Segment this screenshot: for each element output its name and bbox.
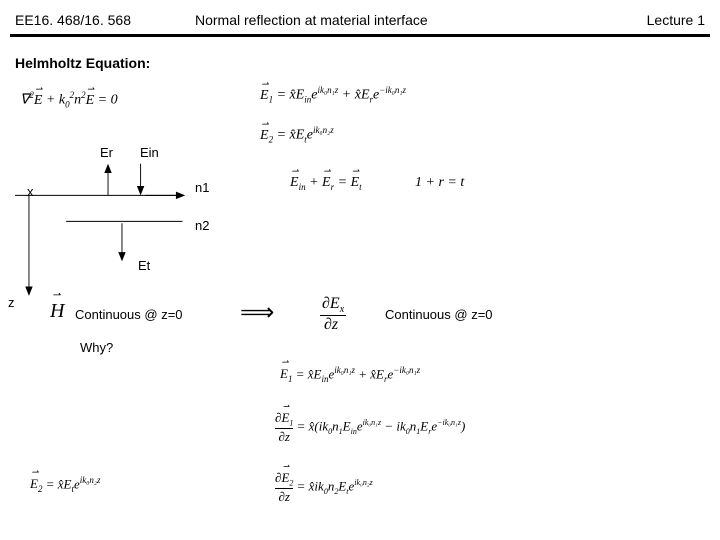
- lecture-number: Lecture 1: [647, 12, 705, 28]
- bc1-equation: E⇀in + E⇀r = E⇀t: [290, 175, 362, 192]
- implies-arrow-icon: ⟹: [240, 298, 274, 327]
- page-title: Normal reflection at material interface: [195, 12, 428, 28]
- et-label: Et: [138, 258, 150, 273]
- bc2-equation: 1 + r = t: [415, 175, 464, 191]
- continuous-1: Continuous @ z=0: [75, 307, 183, 322]
- header: EE16. 468/16. 568 Normal reflection at m…: [0, 12, 720, 42]
- n2-label: n2: [195, 218, 209, 233]
- de1-dz-equation: ∂E⇀1 ∂z = x̂(ik0n1Eineik₀n₁z − ik0n1Ere−…: [275, 410, 465, 445]
- e2-equation-bottom: E⇀2 = x̂Eteik₀n₂z: [30, 475, 101, 494]
- why-label: Why?: [80, 340, 113, 355]
- n1-label: n1: [195, 180, 209, 195]
- helmholtz-equation: ∇2E⇀ + k02n2E⇀ = 0: [20, 90, 118, 109]
- course-code: EE16. 468/16. 568: [15, 12, 131, 28]
- e2-equation: E⇀2 = x̂Eteik₀n₂z: [260, 125, 334, 144]
- e1-equation: E⇀1 = x̂Eineik₀n₁z + x̂Ere−ik₀n₁z: [260, 85, 406, 104]
- er-label: Er: [100, 145, 113, 160]
- de2-dz-equation: ∂E⇀2 ∂z = x̂ik0n2Eteik₀n₂z: [275, 470, 373, 505]
- z-label: z: [8, 295, 15, 310]
- continuous-2: Continuous @ z=0: [385, 307, 493, 322]
- x-label: x: [27, 184, 34, 199]
- helmholtz-label: Helmholtz Equation:: [15, 55, 150, 71]
- dex-dz: ∂Ex ∂z: [320, 295, 346, 334]
- ein-label: Ein: [140, 145, 159, 160]
- header-divider: [10, 34, 710, 37]
- e1-equation-2: E⇀1 = x̂Eineik₀n₁z + x̂Ere−ik₀n₁z: [280, 365, 420, 384]
- h-vector: H⇀: [50, 300, 64, 323]
- reflection-diagram: [15, 150, 215, 330]
